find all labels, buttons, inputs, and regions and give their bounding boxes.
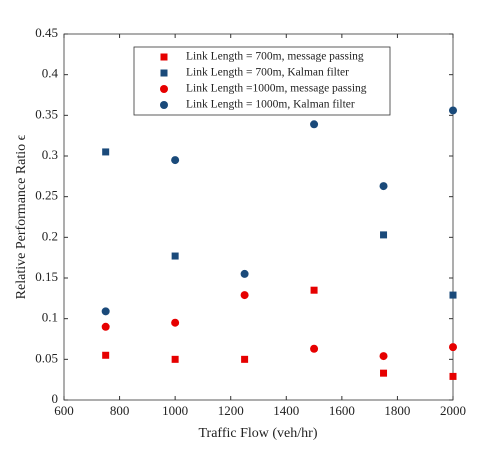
marker	[101, 307, 110, 316]
x-axis-label: Traffic Flow (veh/hr)	[199, 426, 318, 441]
legend-label: Link Length = 700m, Kalman filter	[186, 67, 349, 79]
marker	[241, 355, 249, 363]
marker	[379, 182, 388, 191]
y-axis-label: Relative Performance Ratio ϵ	[14, 134, 29, 299]
marker	[102, 351, 110, 359]
y-tick-label: 0.45	[35, 25, 58, 40]
x-tick-label: 1600	[329, 403, 355, 418]
x-tick-label: 1000	[162, 403, 188, 418]
y-tick-label: 0.1	[42, 310, 58, 325]
legend-marker	[160, 53, 168, 61]
y-tick-label: 0	[52, 391, 59, 406]
x-tick-label: 2000	[440, 403, 466, 418]
legend: Link Length = 700m, message passing Link …	[133, 46, 391, 116]
marker	[171, 355, 179, 363]
marker	[171, 252, 179, 260]
legend-label: Link Length = 700m, message passing	[186, 51, 364, 63]
marker	[240, 291, 249, 300]
x-tick-label: 800	[110, 403, 130, 418]
plot-frame	[63, 33, 454, 401]
y-tick-label: 0.2	[42, 228, 58, 243]
legend-label: Link Length = 1000m, Kalman filter	[186, 99, 355, 111]
legend-marker	[160, 101, 168, 109]
x-tick-label: 1800	[384, 403, 410, 418]
x-tick-label: 1400	[273, 403, 299, 418]
marker	[379, 352, 388, 361]
marker	[101, 322, 110, 331]
y-tick-label: 0.15	[35, 269, 58, 284]
marker	[449, 106, 457, 115]
marker	[310, 344, 319, 353]
legend-marker	[160, 69, 168, 77]
marker	[449, 291, 457, 299]
marker	[102, 148, 110, 156]
marker	[449, 343, 457, 352]
y-tick-label: 0.25	[35, 188, 58, 203]
legend-label: Link Length =1000m, message passing	[186, 83, 367, 95]
x-tick-label: 1200	[218, 403, 244, 418]
y-tick-label: 0.4	[42, 66, 59, 81]
marker	[449, 372, 457, 380]
y-tick-label: 0.35	[35, 106, 58, 121]
legend-box	[133, 46, 391, 116]
legend-marker	[160, 85, 168, 93]
marker	[310, 120, 319, 129]
marker	[240, 269, 249, 278]
marker	[380, 231, 388, 239]
x-tick-label: 600	[54, 403, 74, 418]
marker	[380, 369, 388, 377]
marker	[171, 156, 180, 165]
y-tick-label: 0.3	[42, 147, 58, 162]
marker	[171, 318, 180, 327]
marker	[310, 286, 318, 294]
y-tick-label: 0.05	[35, 350, 58, 365]
